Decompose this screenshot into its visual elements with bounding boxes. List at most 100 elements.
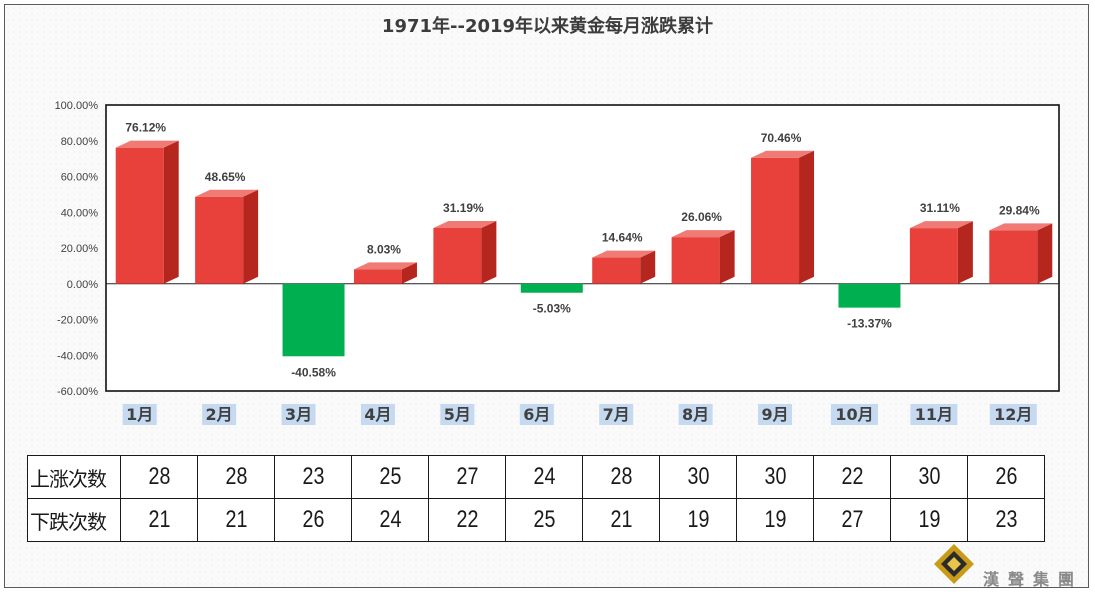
bar <box>838 283 901 308</box>
y-tick-label: -20.00% <box>57 315 98 327</box>
x-tick-highlight <box>989 404 1037 425</box>
x-tick-highlight <box>440 404 475 425</box>
table-cell: 30 <box>897 455 961 499</box>
bar-side <box>640 250 656 284</box>
chart-title: 1971年--2019年以来黄金每月涨跌累计 <box>381 16 714 37</box>
stats-table: 上涨次数 28 28 23 25 27 24 28 30 30 22 30 26 下跌次数 21 21 2… <box>27 455 1045 542</box>
y-tick-label: 40.00% <box>61 207 99 219</box>
data-label: 8.03% <box>367 242 401 256</box>
bar <box>520 283 583 293</box>
x-tick-highlight <box>678 404 713 425</box>
bar-top <box>671 230 735 238</box>
row-label-up: 上涨次数 <box>27 455 121 499</box>
bar <box>282 283 345 357</box>
data-label: 14.64% <box>602 231 643 245</box>
row-label-down: 下跌次数 <box>27 498 121 542</box>
table-cell: 28 <box>204 455 268 499</box>
bar-top <box>115 140 179 148</box>
table-cell: 26 <box>281 498 345 542</box>
bar-side <box>163 140 179 284</box>
x-tick-label: 8月 <box>682 405 709 424</box>
bar <box>195 196 244 284</box>
table-cell: 27 <box>435 455 499 499</box>
bar <box>592 257 641 284</box>
x-tick-highlight <box>281 404 316 425</box>
x-tick-highlight <box>122 404 157 425</box>
bar-side <box>799 150 815 284</box>
x-tick-label: 1月 <box>126 405 153 424</box>
x-tick-highlight <box>519 404 554 425</box>
bar-top <box>353 262 417 270</box>
x-tick-label: 10月 <box>835 405 873 424</box>
data-label: 31.11% <box>920 201 960 215</box>
table-cell: 27 <box>820 498 884 542</box>
bar <box>353 269 402 284</box>
x-tick-label: 11月 <box>915 405 953 424</box>
x-tick-highlight <box>202 404 237 425</box>
bar-side <box>401 262 417 284</box>
x-tick-label: 9月 <box>761 405 788 424</box>
bar-side <box>481 220 497 284</box>
table-cell: 19 <box>666 498 730 542</box>
table-cell: 28 <box>127 455 191 499</box>
bar-top <box>909 221 973 229</box>
data-label: 70.46% <box>761 131 802 145</box>
x-tick-highlight <box>758 404 793 425</box>
table-cell: 23 <box>974 498 1038 542</box>
table-cell: 24 <box>358 498 422 542</box>
bar-top <box>751 150 815 158</box>
bar <box>115 147 164 284</box>
table-cell: 21 <box>589 498 653 542</box>
table-cell: 28 <box>589 455 653 499</box>
x-tick-label: 7月 <box>603 405 630 424</box>
bar-top <box>433 220 497 228</box>
table-row-down: 下跌次数 21 21 26 24 22 25 21 19 19 27 19 23 <box>27 498 1045 542</box>
x-tick-label: 3月 <box>285 405 312 424</box>
table-cell: 21 <box>127 498 191 542</box>
table-cell: 30 <box>666 455 730 499</box>
data-label: 76.12% <box>125 121 166 135</box>
table-cell: 25 <box>358 455 422 499</box>
bar-top <box>989 223 1053 231</box>
x-tick-highlight <box>599 404 634 425</box>
bar <box>909 228 958 284</box>
bar <box>751 157 800 284</box>
table-cell: 30 <box>743 455 807 499</box>
table-cell: 21 <box>204 498 268 542</box>
bar-side <box>957 221 973 284</box>
table-row-up: 上涨次数 28 28 23 25 27 24 28 30 30 22 30 26 <box>27 455 1045 499</box>
table-cell: 22 <box>820 455 884 499</box>
y-tick-label: 20.00% <box>61 243 99 255</box>
x-tick-label: 2月 <box>206 405 233 424</box>
y-tick-label: 80.00% <box>61 136 99 148</box>
bar-top <box>195 189 259 197</box>
logo-text: 漢聲集團 <box>983 570 1084 589</box>
data-label: -5.03% <box>533 302 571 316</box>
x-tick-label: 12月 <box>994 405 1032 424</box>
data-label: -40.58% <box>291 365 336 379</box>
x-tick-highlight <box>910 404 958 425</box>
table-cell: 22 <box>435 498 499 542</box>
bar-side <box>1037 223 1053 284</box>
bar-side <box>719 230 735 284</box>
bar-top <box>592 250 656 258</box>
data-label: 26.06% <box>681 210 722 224</box>
x-tick-highlight <box>830 404 878 425</box>
x-tick-label: 6月 <box>523 405 550 424</box>
company-logo <box>934 544 974 584</box>
table-cell: 19 <box>743 498 807 542</box>
data-label: -13.37% <box>847 317 892 331</box>
y-tick-label: 60.00% <box>61 172 99 184</box>
bar-side <box>243 189 259 284</box>
data-label: 48.65% <box>205 170 246 184</box>
bar <box>433 227 482 284</box>
data-label: 31.19% <box>443 201 484 215</box>
table-cell: 25 <box>512 498 576 542</box>
bar <box>989 230 1038 284</box>
plot-area <box>105 104 1060 392</box>
data-label: 29.84% <box>999 203 1040 217</box>
x-tick-label: 5月 <box>444 405 471 424</box>
bar <box>671 237 720 284</box>
y-tick-label: -60.00% <box>57 386 98 398</box>
